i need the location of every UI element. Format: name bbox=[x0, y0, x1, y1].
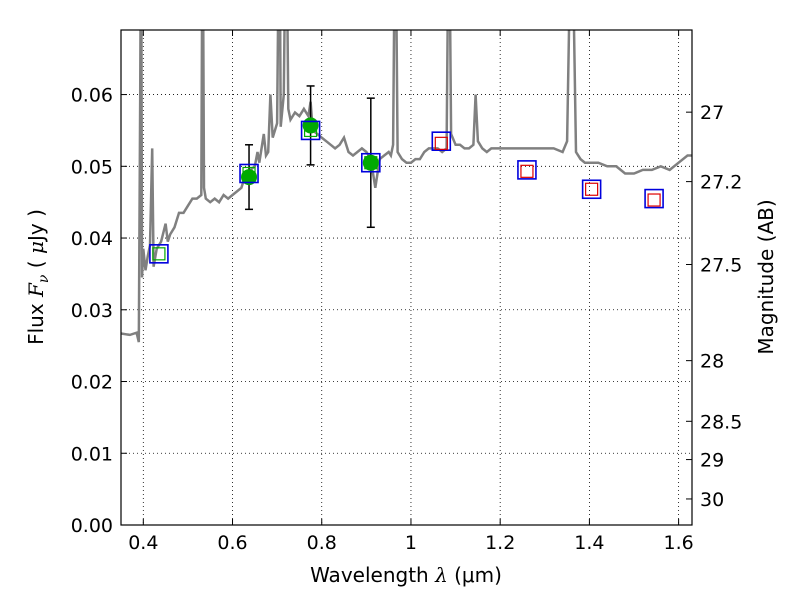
band-flux-square bbox=[520, 164, 534, 178]
y2-tick-label: 27.2 bbox=[700, 172, 742, 194]
model-spectrum-line bbox=[121, 30, 692, 343]
y-tick-label: 0.04 bbox=[71, 228, 113, 250]
x-tick-label: 1 bbox=[405, 532, 417, 554]
x-tick-label: 1.2 bbox=[485, 532, 515, 554]
y2-axis-ticks: 27 27.2 27.5 28 28.5 29 30 bbox=[686, 102, 742, 511]
band-flux-square bbox=[303, 123, 318, 138]
y-tick-label: 0.03 bbox=[71, 300, 113, 322]
y-tick-label: 0.02 bbox=[71, 372, 113, 394]
y2-tick-label: 27 bbox=[700, 102, 724, 124]
y-tick-label: 0.05 bbox=[71, 156, 113, 178]
model-flux-square bbox=[517, 160, 537, 180]
x-axis-ticks: 0.4 0.6 0.8 1 1.2 1.4 1.6 bbox=[128, 30, 694, 554]
y-tick-label: 0.00 bbox=[71, 515, 113, 537]
y2-tick-label: 28.5 bbox=[700, 411, 742, 433]
x-tick-label: 1.4 bbox=[574, 532, 604, 554]
band-flux-square bbox=[647, 193, 661, 207]
photometry-markers bbox=[149, 85, 664, 264]
y-axis-ticks: 0.00 0.01 0.02 0.03 0.04 0.05 0.06 bbox=[71, 85, 127, 537]
y2-tick-label: 27.5 bbox=[700, 255, 742, 277]
x-tick-label: 0.4 bbox=[128, 532, 158, 554]
y-tick-label: 0.01 bbox=[71, 443, 113, 465]
plot-frame bbox=[120, 29, 693, 526]
x-tick-label: 0.6 bbox=[217, 532, 247, 554]
y-tick-label: 0.06 bbox=[71, 85, 113, 107]
model-flux-square bbox=[581, 179, 602, 200]
y2-tick-label: 28 bbox=[700, 351, 724, 373]
x-tick-label: 1.6 bbox=[664, 532, 694, 554]
band-flux-square bbox=[585, 182, 599, 196]
model-flux-square bbox=[300, 120, 321, 141]
grid-lines bbox=[121, 30, 692, 525]
model-flux-square bbox=[149, 244, 169, 264]
model-flux-square bbox=[239, 163, 259, 184]
band-flux-square bbox=[152, 247, 166, 261]
y2-axis-title: Magnitude (AB) bbox=[754, 199, 778, 354]
model-flux-square bbox=[644, 188, 664, 209]
x-axis-title: Wavelength λ (μm) bbox=[310, 563, 502, 587]
band-flux-square bbox=[242, 166, 256, 181]
y-axis-title: Flux Fν ( μJy ) bbox=[24, 209, 52, 345]
model-flux-square bbox=[361, 152, 381, 173]
model-flux-square bbox=[431, 131, 452, 151]
band-flux-square bbox=[364, 156, 378, 170]
y2-tick-label: 30 bbox=[700, 489, 724, 511]
x-tick-label: 0.8 bbox=[307, 532, 337, 554]
band-flux-square bbox=[434, 136, 448, 150]
observed-flux-point bbox=[241, 169, 258, 186]
observed-flux-point bbox=[362, 154, 379, 171]
plot-area bbox=[121, 30, 692, 343]
y2-tick-label: 29 bbox=[700, 450, 724, 472]
